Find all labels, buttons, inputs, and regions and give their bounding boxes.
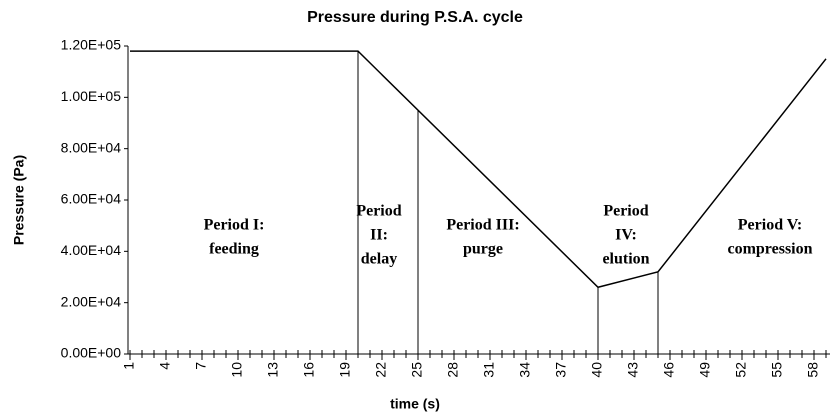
x-tick-label: 55 [769, 362, 785, 378]
x-tick-label: 4 [157, 362, 173, 370]
x-tick-label: 43 [625, 362, 641, 378]
period-label: Period V: [738, 217, 802, 234]
period-label: Period I: [204, 217, 265, 234]
y-tick-label: 6.00E+04 [61, 191, 122, 207]
x-tick-label: 49 [697, 362, 713, 378]
y-tick-label: 1.00E+05 [61, 88, 122, 104]
period-label: delay [361, 251, 397, 268]
x-tick-label: 37 [553, 362, 569, 378]
x-tick-label: 46 [661, 362, 677, 378]
x-tick-label: 13 [265, 362, 281, 378]
period-label: Period [603, 203, 648, 220]
x-tick-label: 28 [445, 362, 461, 378]
period-label: feeding [209, 241, 259, 258]
x-tick-label: 25 [409, 362, 425, 378]
period-label: compression [727, 241, 812, 258]
y-tick-label: 8.00E+04 [61, 139, 122, 155]
x-tick-label: 52 [733, 362, 749, 378]
x-tick-label: 58 [805, 362, 821, 378]
period-label: II: [370, 227, 388, 244]
period-label: purge [463, 241, 503, 258]
x-tick-label: 19 [337, 362, 353, 378]
x-tick-label: 31 [481, 362, 497, 378]
data-line [130, 50, 827, 289]
x-tick-label: 22 [373, 362, 389, 378]
y-tick-label: 2.00E+04 [61, 293, 122, 309]
chart-title: Pressure during P.S.A. cycle [307, 9, 523, 26]
x-tick-label: 7 [193, 362, 209, 370]
y-tick-label: 0.00E+00 [61, 345, 122, 361]
x-tick-label: 34 [517, 362, 533, 378]
y-tick-label: 1.20E+05 [61, 37, 122, 53]
x-tick-label: 16 [301, 362, 317, 378]
x-tick-label: 10 [229, 362, 245, 378]
x-axis-title: time (s) [390, 396, 440, 412]
x-tick-label: 40 [589, 362, 605, 378]
x-tick-label: 1 [121, 362, 137, 370]
period-label: Period [356, 203, 401, 220]
period-label: IV: [615, 227, 637, 244]
period-label: elution [602, 251, 649, 268]
y-tick-label: 4.00E+04 [61, 242, 122, 258]
period-label: Period III: [446, 217, 519, 234]
y-axis-title: Pressure (Pa) [11, 155, 27, 245]
